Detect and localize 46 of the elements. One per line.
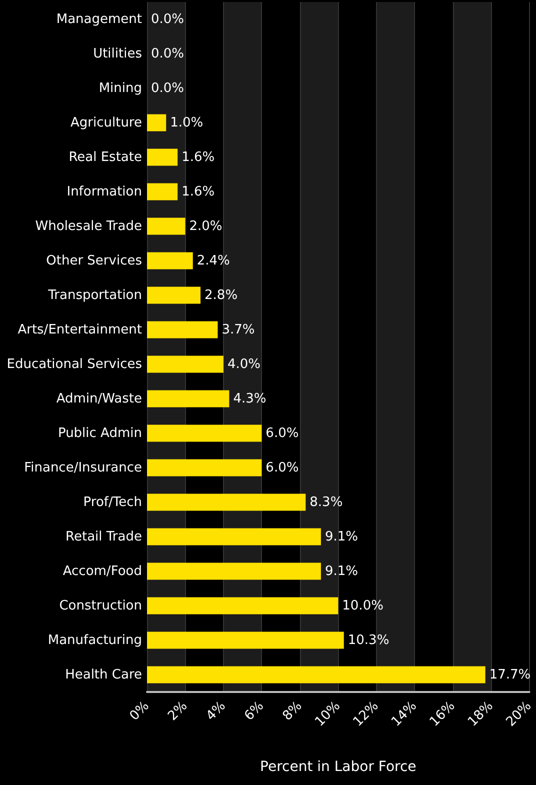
y-tick-label: Agriculture <box>70 115 142 130</box>
y-tick-label: Other Services <box>46 253 142 268</box>
data-label: 2.8% <box>204 288 238 303</box>
y-tick-label: Admin/Waste <box>56 391 142 406</box>
data-label: 4.3% <box>233 391 266 406</box>
y-tick-label: Retail Trade <box>66 529 142 544</box>
y-tick-label: Transportation <box>47 288 142 303</box>
data-label: 4.0% <box>227 356 260 372</box>
x-tick-label: 4% <box>204 698 229 724</box>
data-label: 9.1% <box>324 564 358 579</box>
data-label: 8.3% <box>310 494 343 510</box>
data-label: 2.4% <box>196 253 230 268</box>
y-tick-label: Health Care <box>65 667 142 682</box>
y-tick-label: Manufacturing <box>48 632 142 648</box>
x-tick-label: 0% <box>127 698 152 724</box>
x-tick-label: 6% <box>242 698 267 724</box>
data-label: 2.0% <box>189 218 222 234</box>
data-label: 10.0% <box>342 598 384 614</box>
y-tick-label: Wholesale Trade <box>35 218 142 234</box>
data-label: 1.6% <box>182 184 215 200</box>
x-axis-title: Percent in Labor Force <box>260 759 416 775</box>
data-label: 6.0% <box>266 426 299 441</box>
y-tick-label: Management <box>56 12 142 27</box>
y-tick-label: Finance/Insurance <box>24 460 142 476</box>
y-tick-label: Real Estate <box>68 150 142 165</box>
data-label: 9.1% <box>324 529 358 544</box>
y-tick-label: Mining <box>98 80 142 96</box>
data-label: 17.7% <box>489 667 531 682</box>
y-tick-label: Utilities <box>93 46 142 62</box>
y-tick-label: Prof/Tech <box>83 494 142 510</box>
x-tick-label: 2% <box>165 698 191 724</box>
data-label: 0.0% <box>151 46 184 62</box>
y-tick-label: Accom/Food <box>62 564 142 579</box>
y-tick-label: Construction <box>59 598 142 614</box>
y-tick-label: Public Admin <box>58 426 142 441</box>
data-label: 10.3% <box>348 632 390 648</box>
data-label: 0.0% <box>151 80 184 96</box>
data-label: 6.0% <box>266 460 299 476</box>
data-label: 1.0% <box>170 115 204 130</box>
y-tick-label: Information <box>66 184 142 200</box>
data-label: 0.0% <box>151 12 184 27</box>
y-tick-label: Educational Services <box>6 356 142 372</box>
y-tick-label: Arts/Entertainment <box>18 322 142 338</box>
data-label: 3.7% <box>222 322 255 338</box>
data-label: 1.6% <box>182 150 215 165</box>
x-tick-label: 8% <box>280 698 306 724</box>
